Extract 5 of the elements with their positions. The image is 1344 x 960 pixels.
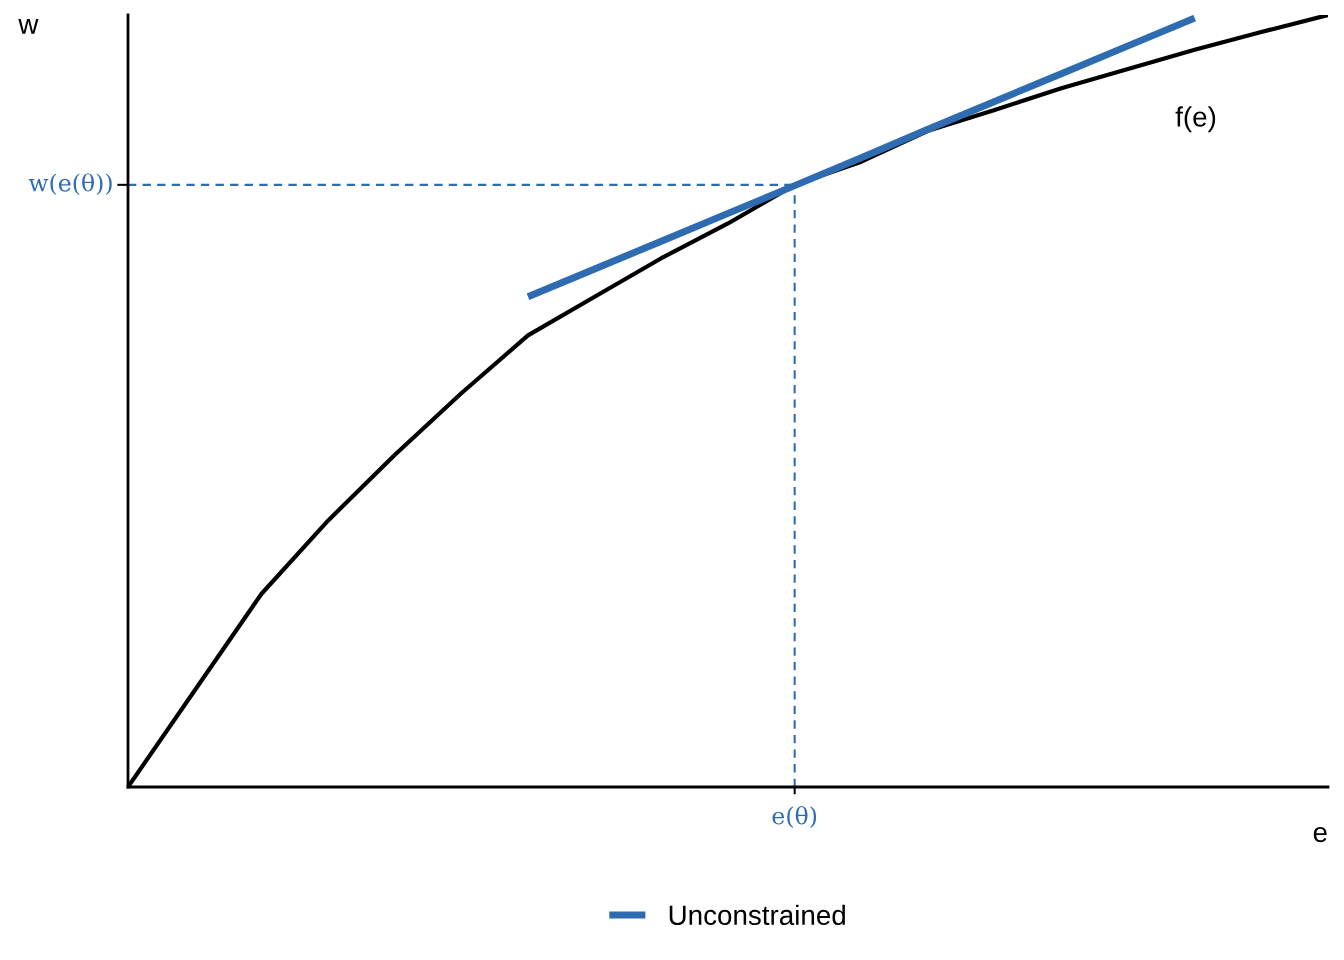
y-axis-title: w	[18, 19, 39, 34]
legend-label: Unconstrained	[669, 904, 845, 926]
x-axis-title: e	[1313, 826, 1327, 843]
text: e(θ)	[772, 806, 817, 828]
ref-line-label: w(e(θ))	[28, 173, 112, 196]
